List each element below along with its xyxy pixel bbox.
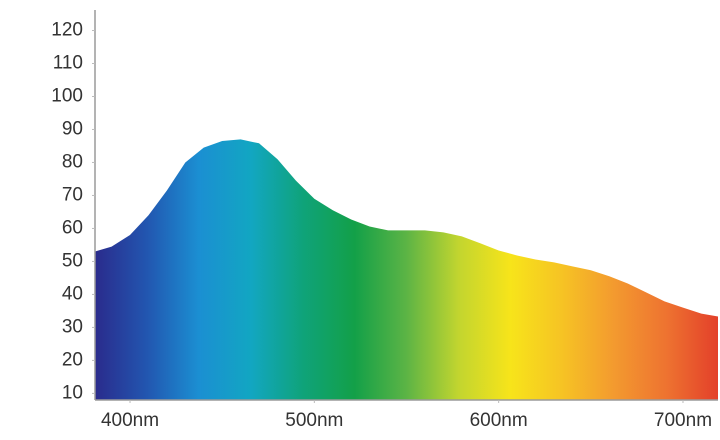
y-tick-label: 100 bbox=[51, 85, 83, 106]
y-tick-label: 80 bbox=[62, 151, 83, 172]
spectrum-area bbox=[95, 139, 718, 400]
y-tick-label: 30 bbox=[62, 316, 83, 337]
y-tick-label: 120 bbox=[51, 20, 83, 41]
x-tick-label: 400nm bbox=[101, 410, 159, 431]
y-tick-label: 50 bbox=[62, 250, 83, 271]
y-tick-label: 20 bbox=[62, 349, 83, 370]
y-tick-label: 10 bbox=[62, 382, 83, 403]
x-tick-label: 700nm bbox=[654, 410, 712, 431]
x-tick-label: 600nm bbox=[470, 410, 528, 431]
y-tick-label: 40 bbox=[62, 283, 83, 304]
y-tick-label: 90 bbox=[62, 118, 83, 139]
y-tick-label: 110 bbox=[53, 53, 83, 74]
y-tick-label: 70 bbox=[62, 184, 83, 205]
y-tick-label: 60 bbox=[62, 217, 83, 238]
x-tick-label: 500nm bbox=[285, 410, 343, 431]
